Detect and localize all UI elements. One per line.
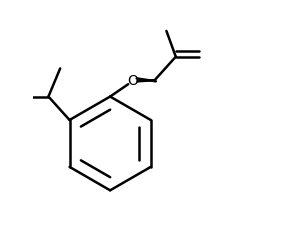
Text: O: O (127, 74, 138, 88)
